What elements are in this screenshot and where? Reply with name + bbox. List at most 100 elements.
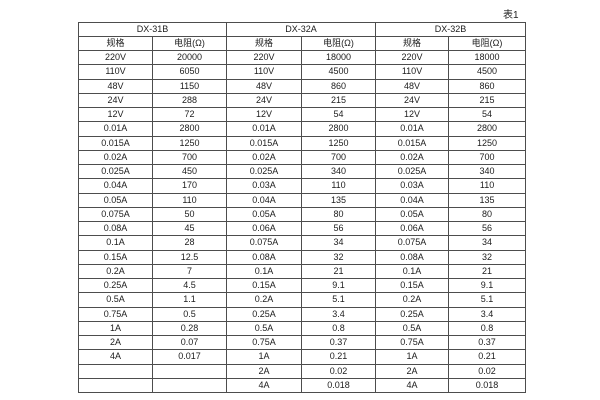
resistance-cell: 2800 — [151, 121, 228, 137]
spec-cell — [78, 363, 153, 379]
spec-cell: 0.25A — [375, 306, 450, 322]
resistance-cell: 0.37 — [301, 334, 377, 351]
resistance-cell: 110 — [448, 178, 527, 194]
resistance-cell: 288 — [151, 92, 228, 109]
resistance-cell: 1250 — [448, 135, 527, 151]
resistance-cell: 0.21 — [301, 349, 377, 365]
spec-cell: 220V — [78, 49, 153, 66]
resistance-cell: 1150 — [151, 78, 228, 94]
resistance-cell: 170 — [151, 178, 228, 194]
spec-cell: 110V — [226, 64, 303, 80]
spec-cell: 0.03A — [375, 178, 450, 194]
table-row: 4A 0.018 4A 0.018 — [78, 377, 527, 394]
resistance-cell: 32 — [448, 249, 527, 265]
resistance-cell: 50 — [151, 206, 228, 223]
spec-cell: 12V — [375, 106, 450, 123]
group-header-dx32a: DX-32A — [226, 22, 377, 37]
spec-cell: 0.025A — [78, 163, 153, 180]
table-row: 0.2A 7 0.1A 21 0.1A 21 — [78, 263, 527, 280]
resistance-cell: 54 — [301, 106, 377, 123]
resistance-cell: 0.07 — [151, 334, 228, 351]
resistance-cell: 5.1 — [301, 292, 377, 308]
group-header-row: DX-31B DX-32A DX-32B — [77, 22, 527, 37]
resistance-cell: 0.018 — [448, 377, 527, 394]
table-row: 0.5A 1.1 0.2A 5.1 0.2A 5.1 — [78, 292, 527, 308]
resistance-cell: 80 — [448, 206, 527, 223]
spec-cell: 0.075A — [78, 206, 153, 223]
spec-cell: 0.025A — [226, 163, 303, 180]
resistance-cell: 80 — [301, 206, 377, 223]
resistance-cell: 0.8 — [448, 320, 527, 337]
resistance-cell: 72 — [151, 106, 228, 123]
spec-cell: 220V — [375, 49, 450, 66]
spec-cell: 0.01A — [78, 121, 153, 137]
spec-cell: 0.05A — [78, 192, 153, 208]
resistance-cell: 56 — [301, 220, 377, 237]
resistance-cell: 4500 — [301, 64, 377, 80]
resistance-cell: 3.4 — [301, 306, 377, 322]
spec-cell: 0.5A — [78, 292, 153, 308]
resistance-cell: 56 — [448, 220, 527, 237]
resistance-cell: 34 — [301, 235, 377, 251]
spec-cell: 110V — [78, 64, 153, 80]
spec-cell: 0.015A — [78, 135, 153, 151]
spec-cell: 0.01A — [375, 121, 450, 137]
resistance-cell: 54 — [448, 106, 527, 123]
spec-cell: 0.08A — [375, 249, 450, 265]
spec-cell: 24V — [226, 92, 303, 109]
spec-cell: 0.04A — [226, 192, 303, 208]
table-body: 220V 20000 220V 18000 220V 18000 110V 6050 110V 4… — [78, 49, 527, 394]
col-header-spec: 规格 — [78, 36, 153, 51]
table-row: 24V 288 24V 215 24V 215 — [78, 92, 527, 109]
resistance-cell: 6050 — [151, 64, 228, 80]
table-row: 0.05A 110 0.04A 135 0.04A 135 — [78, 192, 527, 208]
resistance-cell: 18000 — [301, 49, 377, 66]
resistance-cell: 0.018 — [301, 377, 377, 394]
resistance-cell: 700 — [151, 149, 228, 166]
table-row: 0.01A 2800 0.01A 2800 0.01A 2800 — [78, 121, 527, 137]
resistance-cell: 3.4 — [448, 306, 527, 322]
resistance-cell: 18000 — [448, 49, 527, 66]
resistance-cell: 215 — [301, 92, 377, 109]
spec-cell: 12V — [78, 106, 153, 123]
resistance-cell: 860 — [448, 78, 527, 94]
resistance-cell: 0.017 — [151, 349, 228, 365]
spec-cell: 4A — [226, 377, 303, 394]
resistance-cell: 340 — [448, 163, 527, 180]
resistance-cell: 700 — [301, 149, 377, 166]
spec-cell: 0.03A — [226, 178, 303, 194]
resistance-cell: 12.5 — [151, 249, 228, 265]
table-row: 220V 20000 220V 18000 220V 18000 — [78, 49, 527, 66]
resistance-cell: 340 — [301, 163, 377, 180]
table-row: 48V 1150 48V 860 48V 860 — [78, 78, 527, 94]
spec-cell: 0.75A — [78, 306, 153, 322]
resistance-cell: 110 — [301, 178, 377, 194]
resistance-cell: 450 — [151, 163, 228, 180]
resistance-cell: 0.5 — [151, 306, 228, 322]
resistance-cell: 2800 — [448, 121, 527, 137]
resistance-cell: 0.02 — [301, 363, 377, 379]
resistance-cell: 4500 — [448, 64, 527, 80]
spec-cell: 0.15A — [78, 249, 153, 265]
spec-cell: 0.1A — [375, 263, 450, 280]
spec-cell: 24V — [375, 92, 450, 109]
resistance-cell: 9.1 — [301, 277, 377, 294]
spec-cell: 0.2A — [375, 292, 450, 308]
resistance-cell: 21 — [448, 263, 527, 280]
table-row: 0.08A 45 0.06A 56 0.06A 56 — [78, 220, 527, 237]
spec-cell: 0.1A — [226, 263, 303, 280]
spec-cell: 1A — [78, 320, 153, 337]
spec-cell: 0.02A — [375, 149, 450, 166]
spec-cell: 0.15A — [226, 277, 303, 294]
spec-cell: 48V — [78, 78, 153, 94]
spec-cell: 0.08A — [226, 249, 303, 265]
table-header: DX-31B DX-32A DX-32B 规格 电阻(Ω) 规格 电阻(Ω) 规… — [77, 22, 527, 51]
table-row: 0.25A 4.5 0.15A 9.1 0.15A 9.1 — [78, 277, 527, 294]
spec-cell: 0.5A — [375, 320, 450, 337]
spec-cell: 24V — [78, 92, 153, 109]
col-header-spec: 规格 — [226, 36, 303, 51]
table-caption: 表1 — [503, 10, 519, 21]
resistance-cell: 135 — [448, 192, 527, 208]
spec-cell: 220V — [226, 49, 303, 66]
